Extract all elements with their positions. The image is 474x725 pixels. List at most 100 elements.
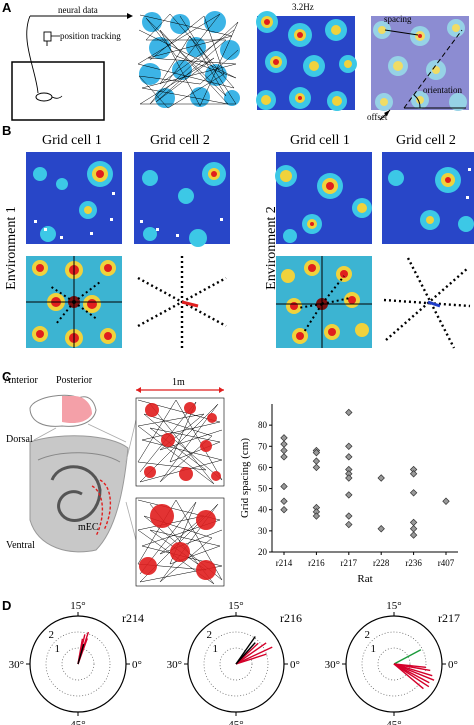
- grid-parameters-diagram: [371, 16, 469, 121]
- polar-ring-label: 1: [371, 643, 377, 655]
- polar-ring-label: 2: [49, 629, 55, 641]
- grid-cell-1-header-env2: Grid cell 1: [290, 133, 350, 148]
- x-tick-label: r407: [438, 558, 455, 568]
- polar-grid-ring: [203, 631, 269, 697]
- y-tick-label: 30: [258, 526, 268, 536]
- ventral-label: Ventral: [6, 540, 35, 551]
- mec-label: mEC: [78, 522, 99, 533]
- y-axis-label: Grid spacing (cm): [239, 438, 251, 518]
- polar-label-bottom: 45°: [386, 719, 401, 725]
- env1-autocorrelogram: [26, 256, 122, 348]
- polar-plot-r214: 15° 45° 30° 0° 12 r214: [9, 600, 144, 725]
- orientation-vector: [393, 663, 426, 669]
- scale-label: 1m: [172, 377, 185, 388]
- x-tick-label: r236: [405, 558, 422, 568]
- panel-label-a: A: [2, 0, 12, 15]
- posterior-label: Posterior: [56, 375, 93, 386]
- data-point: [345, 474, 353, 482]
- x-tick-label: r228: [373, 558, 390, 568]
- data-point: [377, 525, 385, 533]
- data-point: [280, 482, 288, 491]
- polar-label-top: 15°: [386, 600, 401, 612]
- polar-label-top: 15°: [70, 600, 85, 612]
- position-tracking-label: position tracking: [60, 31, 121, 41]
- orientation-vector: [235, 646, 273, 665]
- polar-label-top: 15°: [228, 600, 243, 612]
- grid-cell-2-header-env2: Grid cell 2: [396, 133, 456, 148]
- data-point: [280, 434, 288, 442]
- polar-label-right: 0°: [290, 659, 300, 671]
- polar-grid-ring: [61, 647, 95, 681]
- data-point: [377, 474, 385, 482]
- anterior-label: Anterior: [4, 375, 38, 386]
- env1-cell1-ratemap: [26, 152, 122, 244]
- polar-label-left: 30°: [9, 659, 24, 671]
- data-point: [280, 440, 288, 448]
- data-point: [409, 470, 418, 478]
- scatter-points: [280, 408, 450, 539]
- data-point: [280, 446, 288, 455]
- panel-b-figure: [26, 152, 474, 349]
- data-point: [312, 448, 321, 457]
- data-point: [442, 497, 450, 505]
- polar-label-bottom: 45°: [228, 719, 243, 725]
- data-point: [409, 518, 418, 527]
- polar-plot-title: r214: [122, 611, 144, 625]
- y-tick-label: 50: [258, 484, 268, 494]
- orientation-vector: [235, 642, 256, 665]
- data-point: [345, 520, 353, 529]
- x-axis-label: Rat: [357, 573, 372, 585]
- y-tick-label: 80: [258, 420, 268, 430]
- polar-label-left: 30°: [325, 659, 340, 671]
- data-point: [409, 531, 418, 539]
- polar-ring-label: 1: [55, 643, 61, 655]
- orientation-vector: [393, 663, 435, 681]
- trajectory-plot: [136, 11, 240, 110]
- rate-max-label: 3.2Hz: [292, 2, 314, 12]
- offset-label: offset: [367, 112, 388, 122]
- spike-trajectory-1: [135, 397, 225, 487]
- env2-orientation-star: [383, 257, 471, 349]
- polar-grid-ring: [361, 631, 427, 697]
- env2-cell1-ratemap: [275, 152, 372, 244]
- rate-map: [256, 11, 357, 111]
- data-point: [280, 497, 288, 505]
- panel-label-b: B: [2, 123, 12, 138]
- neural-data-label: neural data: [58, 5, 98, 15]
- dorsal-label: Dorsal: [6, 434, 33, 445]
- polar-grid-ring: [377, 647, 411, 681]
- polar-ring-label: 2: [207, 629, 213, 641]
- data-point: [409, 525, 418, 533]
- env2-autocorrelogram: [276, 256, 372, 348]
- data-point: [312, 512, 321, 520]
- polar-ring-label: 1: [213, 643, 219, 655]
- polar-plot-title: r216: [280, 611, 302, 625]
- camera-icon: [43, 31, 52, 42]
- panel-c-anatomy: [29, 387, 225, 587]
- x-tick-label: r214: [276, 558, 293, 568]
- data-point: [280, 453, 288, 461]
- arena-box: [11, 61, 105, 121]
- polar-plot-r217: 15° 45° 30° 0° 12 r217: [325, 600, 460, 725]
- orientation-vector: [235, 653, 267, 665]
- polar-grid-ring: [45, 631, 111, 697]
- y-tick-label: 40: [258, 505, 268, 515]
- grid-cell-2-header-env1: Grid cell 2: [150, 133, 210, 148]
- polar-grid-ring: [219, 647, 253, 681]
- polar-plot-title: r217: [438, 611, 460, 625]
- polar-ring-label: 2: [365, 629, 371, 641]
- y-tick-label: 20: [258, 547, 268, 557]
- polar-label-left: 30°: [167, 659, 182, 671]
- data-point: [345, 408, 353, 417]
- x-tick-label: r217: [341, 558, 358, 568]
- data-point: [409, 489, 418, 497]
- polar-label-right: 0°: [448, 659, 458, 671]
- spike-trajectory-2: [135, 497, 225, 587]
- y-tick-label: 60: [258, 462, 268, 472]
- data-point: [312, 457, 321, 465]
- grid-cell-1-header-env1: Grid cell 1: [42, 133, 102, 148]
- data-point: [345, 442, 353, 450]
- env1-cell2-ratemap: [134, 152, 230, 247]
- data-point: [345, 453, 353, 461]
